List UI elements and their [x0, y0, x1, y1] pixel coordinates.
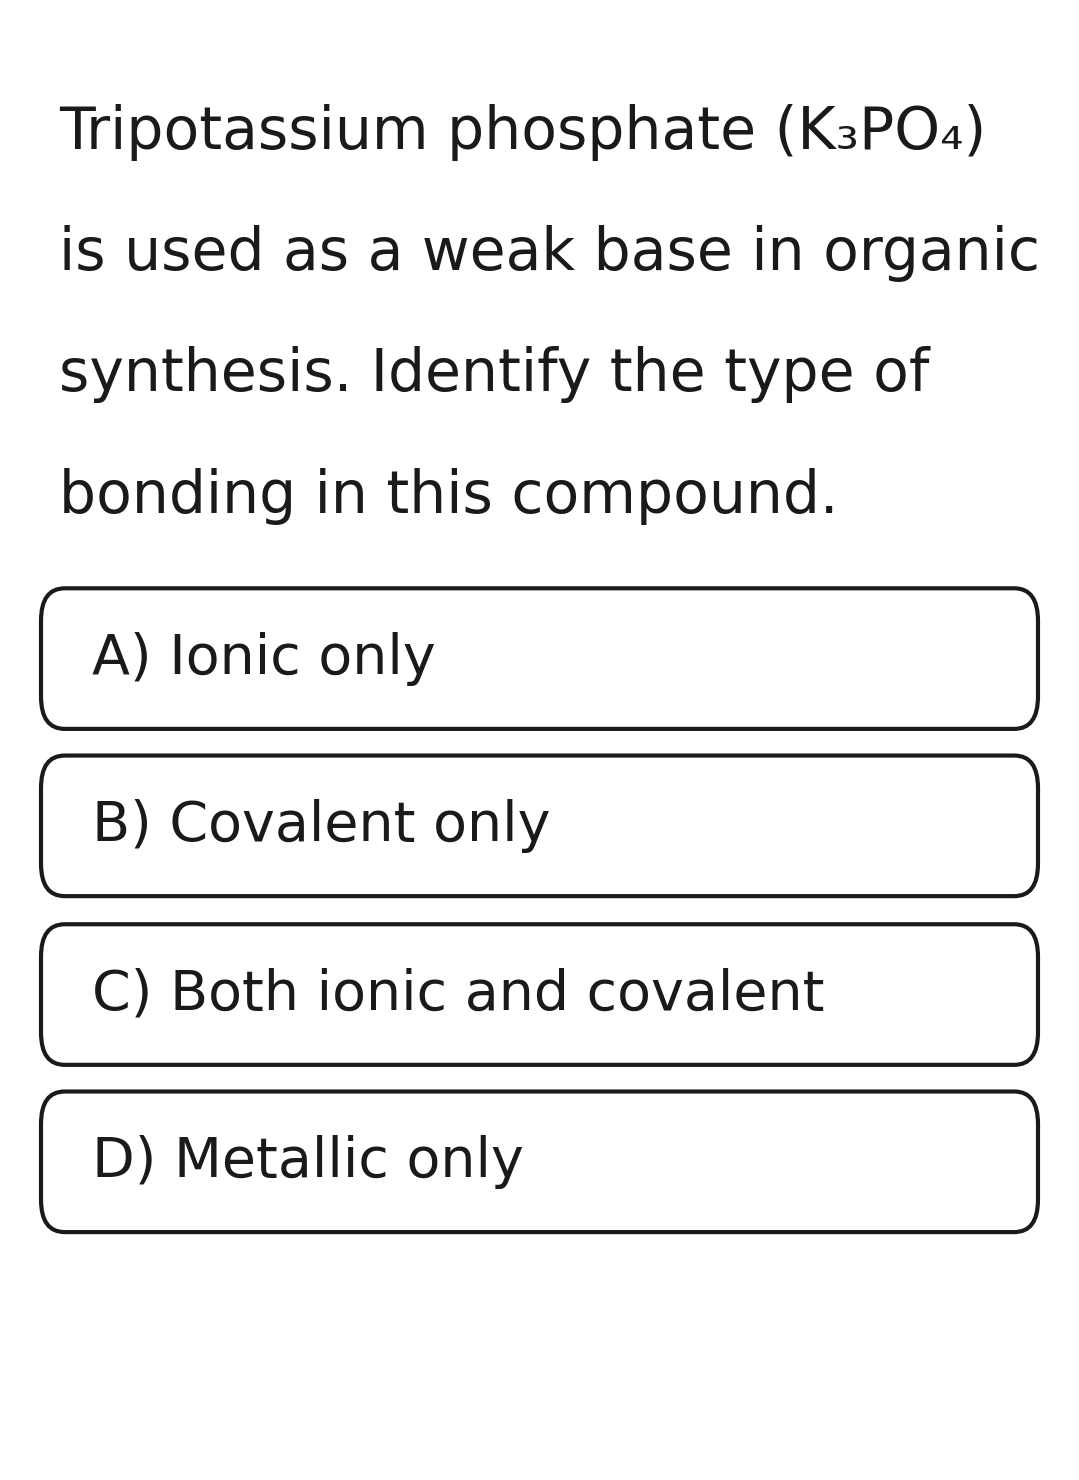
- Text: Tripotassium phosphate (K₃PO₄): Tripotassium phosphate (K₃PO₄): [59, 104, 986, 161]
- Text: is used as a weak base in organic: is used as a weak base in organic: [59, 225, 1040, 283]
- Text: A) Ionic only: A) Ionic only: [92, 632, 436, 685]
- Text: bonding in this compound.: bonding in this compound.: [59, 468, 838, 525]
- Text: B) Covalent only: B) Covalent only: [92, 799, 550, 852]
- FancyBboxPatch shape: [41, 924, 1038, 1066]
- FancyBboxPatch shape: [41, 1092, 1038, 1231]
- FancyBboxPatch shape: [41, 755, 1038, 895]
- FancyBboxPatch shape: [41, 588, 1038, 728]
- Text: D) Metallic only: D) Metallic only: [92, 1135, 523, 1188]
- Text: C) Both ionic and covalent: C) Both ionic and covalent: [92, 968, 824, 1021]
- Text: synthesis. Identify the type of: synthesis. Identify the type of: [59, 346, 930, 404]
